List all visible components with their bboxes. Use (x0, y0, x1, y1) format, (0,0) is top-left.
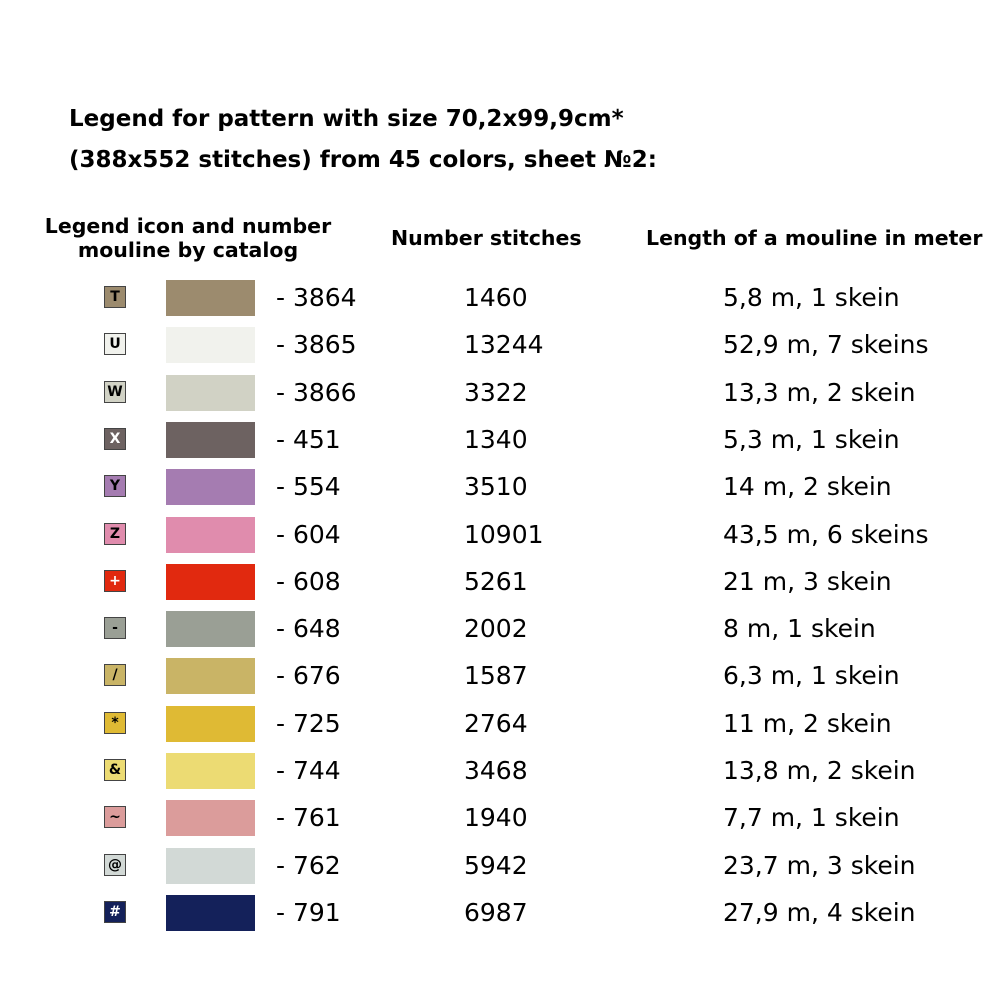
table-row: ~ - 761 1940 7,7 m, 1 skein (0, 800, 1000, 836)
page-subtitle: (388x552 stitches) from 45 colors, sheet… (69, 147, 657, 173)
legend-symbol-icon: * (104, 712, 126, 734)
color-swatch (166, 327, 255, 363)
stitch-count: 5261 (464, 567, 528, 596)
stitch-count: 10901 (464, 520, 544, 549)
legend-symbol-icon: & (104, 759, 126, 781)
column-header-length: Length of a mouline in meter (646, 226, 983, 250)
legend-symbol-icon: Y (104, 475, 126, 497)
color-swatch (166, 517, 255, 553)
column-header-legend-line1: Legend icon and number (44, 214, 332, 238)
legend-symbol-icon: U (104, 333, 126, 355)
table-row: @ - 762 5942 23,7 m, 3 skein (0, 848, 1000, 884)
table-row: & - 744 3468 13,8 m, 2 skein (0, 753, 1000, 789)
stitch-count: 3322 (464, 378, 528, 407)
legend-symbol-icon: X (104, 428, 126, 450)
mouline-length: 13,8 m, 2 skein (723, 756, 916, 785)
legend-symbol-icon: Z (104, 523, 126, 545)
mouline-code: - 791 (276, 898, 341, 927)
mouline-length: 5,8 m, 1 skein (723, 283, 900, 312)
stitch-count: 6987 (464, 898, 528, 927)
stitch-count: 13244 (464, 330, 544, 359)
legend-symbol-icon: + (104, 570, 126, 592)
color-swatch (166, 280, 255, 316)
stitch-count: 1340 (464, 425, 528, 454)
mouline-length: 52,9 m, 7 skeins (723, 330, 929, 359)
legend-symbol-icon: / (104, 664, 126, 686)
mouline-length: 8 m, 1 skein (723, 614, 876, 643)
mouline-code: - 648 (276, 614, 341, 643)
mouline-code: - 451 (276, 425, 341, 454)
table-row: U - 3865 13244 52,9 m, 7 skeins (0, 327, 1000, 363)
mouline-length: 11 m, 2 skein (723, 709, 892, 738)
mouline-length: 14 m, 2 skein (723, 472, 892, 501)
mouline-length: 43,5 m, 6 skeins (723, 520, 929, 549)
mouline-length: 21 m, 3 skein (723, 567, 892, 596)
stitch-count: 5942 (464, 851, 528, 880)
table-row: * - 725 2764 11 m, 2 skein (0, 706, 1000, 742)
mouline-code: - 744 (276, 756, 341, 785)
mouline-length: 6,3 m, 1 skein (723, 661, 900, 690)
table-row: Z - 604 10901 43,5 m, 6 skeins (0, 517, 1000, 553)
mouline-length: 13,3 m, 2 skein (723, 378, 916, 407)
mouline-length: 5,3 m, 1 skein (723, 425, 900, 454)
color-swatch (166, 564, 255, 600)
column-header-stitches: Number stitches (391, 226, 582, 250)
color-swatch (166, 422, 255, 458)
stitch-count: 1940 (464, 803, 528, 832)
mouline-code: - 3865 (276, 330, 357, 359)
stitch-count: 2002 (464, 614, 528, 643)
color-swatch (166, 848, 255, 884)
mouline-length: 23,7 m, 3 skein (723, 851, 916, 880)
color-swatch (166, 611, 255, 647)
table-row: / - 676 1587 6,3 m, 1 skein (0, 658, 1000, 694)
legend-symbol-icon: @ (104, 854, 126, 876)
mouline-code: - 608 (276, 567, 341, 596)
mouline-length: 27,9 m, 4 skein (723, 898, 916, 927)
mouline-code: - 762 (276, 851, 341, 880)
mouline-length: 7,7 m, 1 skein (723, 803, 900, 832)
mouline-code: - 676 (276, 661, 341, 690)
table-row: T - 3864 1460 5,8 m, 1 skein (0, 280, 1000, 316)
column-header-legend-line2: mouline by catalog (77, 238, 299, 262)
legend-symbol-icon: ~ (104, 806, 126, 828)
column-header-legend: Legend icon and number mouline by catalo… (38, 214, 338, 262)
table-row: X - 451 1340 5,3 m, 1 skein (0, 422, 1000, 458)
legend-symbol-icon: T (104, 286, 126, 308)
table-row: # - 791 6987 27,9 m, 4 skein (0, 895, 1000, 931)
table-row: - - 648 2002 8 m, 1 skein (0, 611, 1000, 647)
mouline-code: - 3866 (276, 378, 357, 407)
mouline-code: - 761 (276, 803, 341, 832)
table-row: + - 608 5261 21 m, 3 skein (0, 564, 1000, 600)
mouline-code: - 3864 (276, 283, 357, 312)
color-swatch (166, 753, 255, 789)
legend-symbol-icon: # (104, 901, 126, 923)
page-title: Legend for pattern with size 70,2x99,9cm… (69, 106, 624, 132)
table-row: Y - 554 3510 14 m, 2 skein (0, 469, 1000, 505)
color-swatch (166, 375, 255, 411)
mouline-code: - 604 (276, 520, 341, 549)
stitch-count: 2764 (464, 709, 528, 738)
legend-symbol-icon: - (104, 617, 126, 639)
stitch-count: 3468 (464, 756, 528, 785)
color-swatch (166, 658, 255, 694)
table-row: W - 3866 3322 13,3 m, 2 skein (0, 375, 1000, 411)
color-swatch (166, 469, 255, 505)
stitch-count: 3510 (464, 472, 528, 501)
legend-symbol-icon: W (104, 381, 126, 403)
mouline-code: - 554 (276, 472, 341, 501)
color-swatch (166, 706, 255, 742)
color-swatch (166, 895, 255, 931)
stitch-count: 1587 (464, 661, 528, 690)
mouline-code: - 725 (276, 709, 341, 738)
stitch-count: 1460 (464, 283, 528, 312)
color-swatch (166, 800, 255, 836)
